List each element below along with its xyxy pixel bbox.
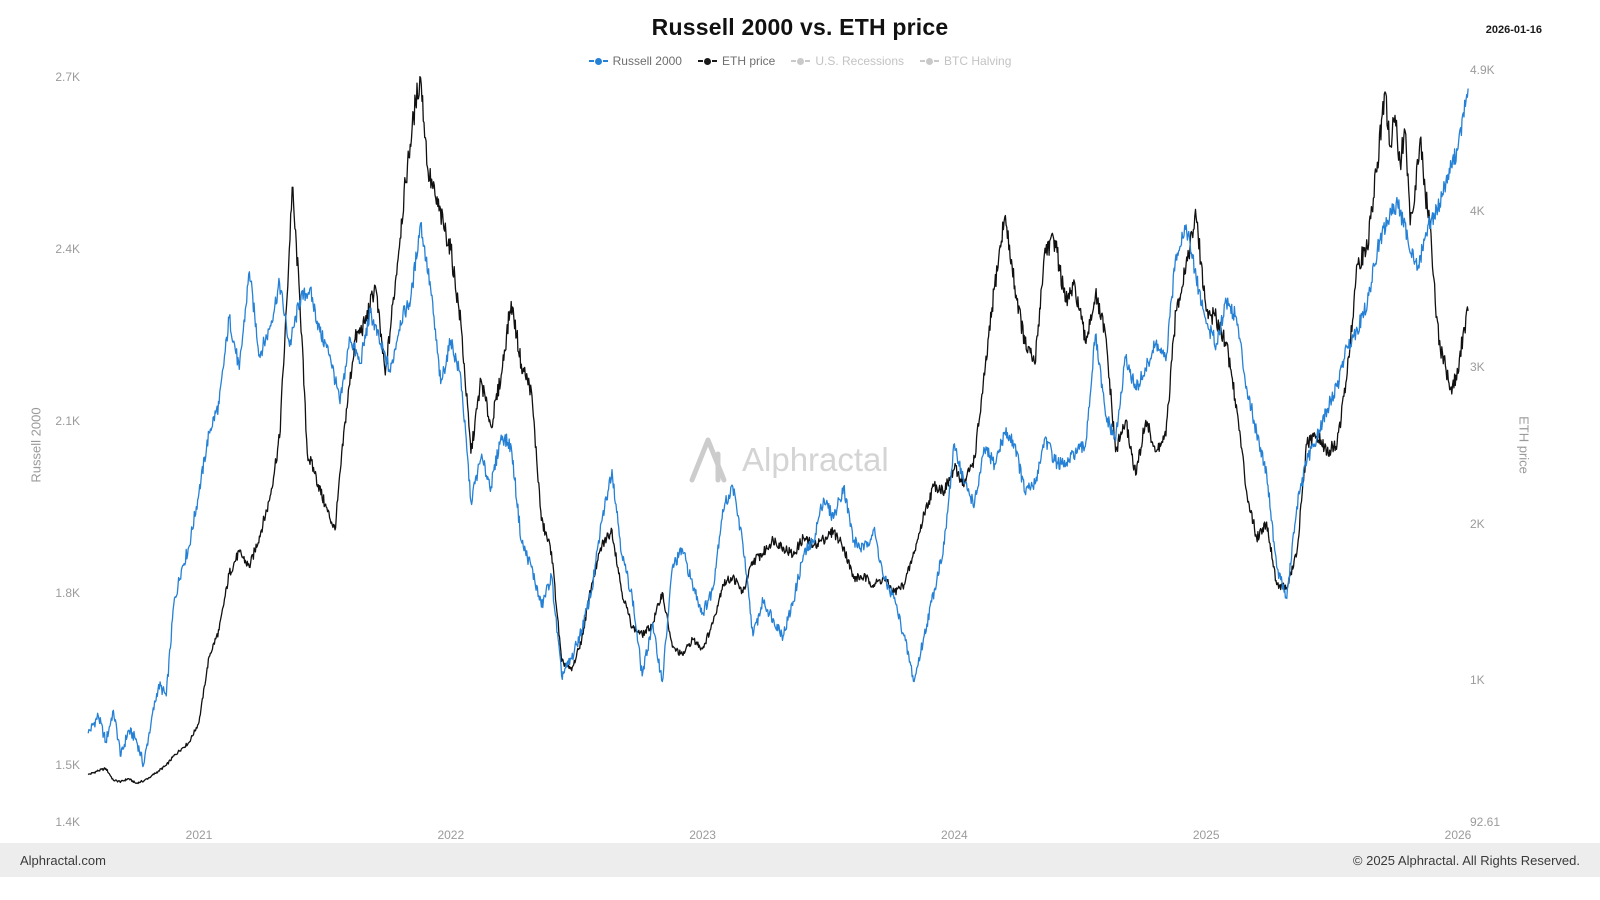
report-date: 2026-01-16 bbox=[1485, 24, 1542, 36]
y-axis-left-tick: 1.8K bbox=[55, 585, 80, 600]
legend: Russell 2000 ETH price U.S. Recessions BTC … bbox=[0, 54, 1600, 68]
y-axis-left-tick: 1.5K bbox=[55, 757, 80, 772]
y-axis-right-tick: 4.9K bbox=[1470, 63, 1495, 77]
legend-item-btc-halving[interactable]: BTC Halving bbox=[920, 54, 1011, 68]
btc-halving-legend-marker-icon bbox=[920, 57, 940, 65]
footer-copyright: © 2025 Alphractal. All Rights Reserved. bbox=[1352, 852, 1580, 868]
x-axis-tick: 2023 bbox=[689, 828, 716, 842]
legend-item-eth-price[interactable]: ETH price bbox=[697, 54, 776, 68]
y-axis-left-tick: 2.7K bbox=[55, 70, 80, 84]
y-axis-right-tick: 4K bbox=[1470, 203, 1485, 218]
x-axis-tick: 2025 bbox=[1192, 828, 1220, 842]
y-axis-right-tick: 2K bbox=[1470, 516, 1485, 531]
eth-price-line bbox=[87, 75, 1469, 785]
x-axis-tick: 2024 bbox=[941, 828, 968, 842]
legend-label: BTC Halving bbox=[944, 54, 1012, 68]
x-axis-tick: 2022 bbox=[437, 828, 465, 842]
y-axis-right-tick: 92.61 bbox=[1470, 815, 1501, 829]
legend-item-russell-2000[interactable]: Russell 2000 bbox=[588, 54, 682, 68]
legend-item-u-s-recessions[interactable]: U.S. Recessions bbox=[791, 54, 904, 68]
y-axis-right-tick: 3K bbox=[1470, 360, 1485, 375]
x-axis-tick: 2021 bbox=[185, 828, 213, 842]
y-axis-right-tick: 1K bbox=[1470, 673, 1485, 688]
u-s-recessions-legend-marker-icon bbox=[791, 57, 811, 65]
y-axis-left-tick: 1.4K bbox=[55, 815, 80, 829]
russell-2000-legend-marker-icon bbox=[588, 57, 608, 65]
russell-2000-line bbox=[87, 88, 1469, 768]
y-axis-left-tick: 2.4K bbox=[55, 241, 80, 256]
legend-label: Russell 2000 bbox=[612, 54, 682, 68]
y-axis-left-tick: 2.1K bbox=[55, 413, 80, 428]
legend-label: U.S. Recessions bbox=[815, 54, 905, 68]
footer-site: Alphractal.com bbox=[20, 852, 106, 868]
page-title: Russell 2000 vs. ETH price bbox=[651, 14, 949, 40]
footer-bar: Alphractal.com © 2025 Alphractal. All Ri… bbox=[0, 843, 1600, 877]
eth-price-legend-marker-icon bbox=[697, 57, 717, 65]
x-axis-tick: 2026 bbox=[1444, 828, 1472, 842]
legend-label: ETH price bbox=[721, 54, 776, 68]
